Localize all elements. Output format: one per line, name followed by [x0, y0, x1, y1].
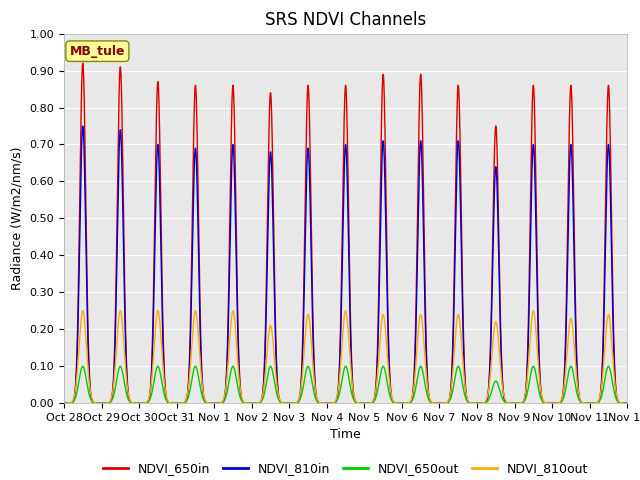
Y-axis label: Radiance (W/m2/nm/s): Radiance (W/m2/nm/s): [11, 147, 24, 290]
NDVI_810in: [271, 313, 279, 319]
NDVI_650out: [504, 400, 511, 406]
NDVI_650in: [180, 400, 188, 406]
NDVI_810in: [623, 400, 631, 406]
NDVI_810out: [175, 400, 182, 406]
NDVI_650in: [60, 400, 68, 406]
Line: NDVI_650out: NDVI_650out: [64, 366, 627, 403]
NDVI_650in: [623, 400, 631, 406]
NDVI_810in: [424, 379, 431, 385]
Title: SRS NDVI Channels: SRS NDVI Channels: [265, 11, 426, 29]
NDVI_810out: [621, 400, 629, 406]
NDVI_650in: [271, 293, 279, 299]
NDVI_650in: [621, 400, 629, 406]
Text: MB_tule: MB_tule: [70, 45, 125, 58]
NDVI_650in: [504, 400, 511, 406]
NDVI_650out: [424, 393, 431, 399]
NDVI_810out: [623, 400, 631, 406]
NDVI_810in: [504, 400, 511, 406]
NDVI_810in: [621, 400, 629, 406]
NDVI_650out: [623, 400, 631, 406]
NDVI_650out: [180, 400, 188, 406]
NDVI_650out: [271, 382, 279, 387]
NDVI_810in: [79, 123, 86, 129]
X-axis label: Time: Time: [330, 429, 361, 442]
NDVI_810in: [180, 400, 188, 406]
NDVI_810in: [60, 400, 68, 406]
NDVI_650out: [621, 400, 629, 406]
NDVI_810out: [271, 361, 279, 367]
NDVI_810out: [60, 400, 68, 406]
NDVI_650out: [60, 400, 68, 406]
NDVI_810out: [180, 399, 188, 405]
NDVI_810out: [79, 308, 86, 314]
NDVI_810out: [424, 383, 431, 388]
Line: NDVI_650in: NDVI_650in: [64, 63, 627, 403]
NDVI_650out: [79, 363, 86, 369]
Line: NDVI_810in: NDVI_810in: [64, 126, 627, 403]
NDVI_650in: [175, 400, 182, 406]
NDVI_650in: [79, 60, 86, 66]
Legend: NDVI_650in, NDVI_810in, NDVI_650out, NDVI_810out: NDVI_650in, NDVI_810in, NDVI_650out, NDV…: [98, 457, 593, 480]
NDVI_810out: [504, 400, 511, 406]
NDVI_650in: [424, 373, 431, 379]
NDVI_810in: [175, 400, 182, 406]
Line: NDVI_810out: NDVI_810out: [64, 311, 627, 403]
NDVI_650out: [175, 400, 182, 406]
